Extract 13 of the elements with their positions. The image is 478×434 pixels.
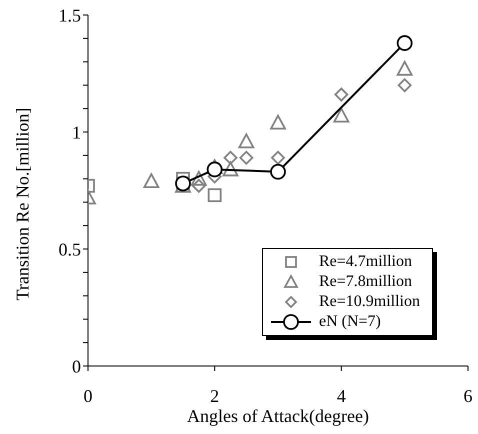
legend-label: Re=4.7million: [318, 252, 412, 272]
x-tick-label: 4: [336, 386, 346, 406]
legend-label: eN (N=7): [318, 312, 381, 332]
y-axis-title: Transition Re No.[million]: [12, 108, 32, 300]
legend-label: Re=10.9million: [318, 292, 420, 312]
y-tick-label: 1.5: [58, 5, 81, 26]
x-tick-label: 2: [210, 386, 220, 406]
x-tick-label: 6: [464, 386, 472, 406]
legend-label: Re=7.8million: [318, 272, 412, 292]
y-tick-label: 0: [72, 356, 81, 376]
x-axis-title: Angles of Attack(degree): [187, 406, 369, 426]
y-tick-label: 0.5: [58, 239, 81, 260]
y-tick-label: 1: [72, 122, 81, 142]
